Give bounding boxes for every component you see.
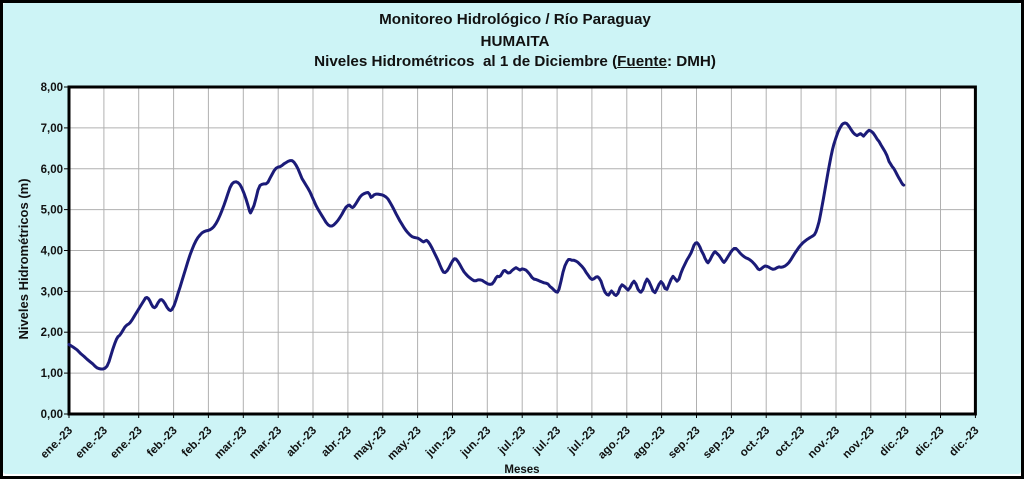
svg-text:7,00: 7,00 [41,123,63,135]
svg-text:ene.-23: ene.-23 [74,425,111,462]
svg-text:jul.-23: jul.-23 [565,425,598,458]
svg-text:Niveles Hidrométricos (m): Niveles Hidrométricos (m) [16,178,31,339]
svg-text:abr.-23: abr.-23 [284,425,319,460]
svg-text:5,00: 5,00 [41,205,63,217]
svg-text:oct.-23: oct.-23 [738,425,773,460]
svg-text:nov.-23: nov.-23 [806,425,842,461]
svg-text:oct.-23: oct.-23 [773,425,808,460]
svg-text:8,00: 8,00 [41,82,63,94]
svg-text:dic.-23: dic.-23 [912,425,946,459]
svg-text:nov.-23: nov.-23 [841,425,877,461]
svg-text:may.-23: may.-23 [351,425,389,463]
svg-text:mar.-23: mar.-23 [247,425,284,462]
svg-text:ago.-23: ago.-23 [631,425,668,462]
svg-text:sep.-23: sep.-23 [701,425,738,462]
svg-text:dic.-23: dic.-23 [947,425,981,459]
svg-text:4,00: 4,00 [41,246,63,258]
svg-text:may.-23: may.-23 [386,425,424,463]
svg-text:jul.-23: jul.-23 [531,425,564,458]
svg-text:2,00: 2,00 [41,327,63,339]
svg-text:jun.-23: jun.-23 [423,425,458,460]
svg-text:jun.-23: jun.-23 [458,425,493,460]
svg-text:1,00: 1,00 [41,368,63,380]
svg-text:jul.-23: jul.-23 [496,425,529,458]
svg-text:abr.-23: abr.-23 [319,425,354,460]
svg-text:0,00: 0,00 [41,409,63,421]
svg-text:dic.-23: dic.-23 [878,425,912,459]
svg-text:6,00: 6,00 [41,164,63,176]
svg-text:ago.-23: ago.-23 [596,425,633,462]
svg-text:Meses: Meses [504,464,539,476]
svg-text:3,00: 3,00 [41,286,63,298]
svg-text:feb.-23: feb.-23 [180,425,215,460]
svg-text:feb.-23: feb.-23 [145,425,180,460]
svg-text:ene.-23: ene.-23 [39,425,76,462]
svg-text:ene.-23: ene.-23 [108,425,145,462]
svg-text:mar.-23: mar.-23 [212,425,249,462]
svg-text:sep.-23: sep.-23 [666,425,703,462]
